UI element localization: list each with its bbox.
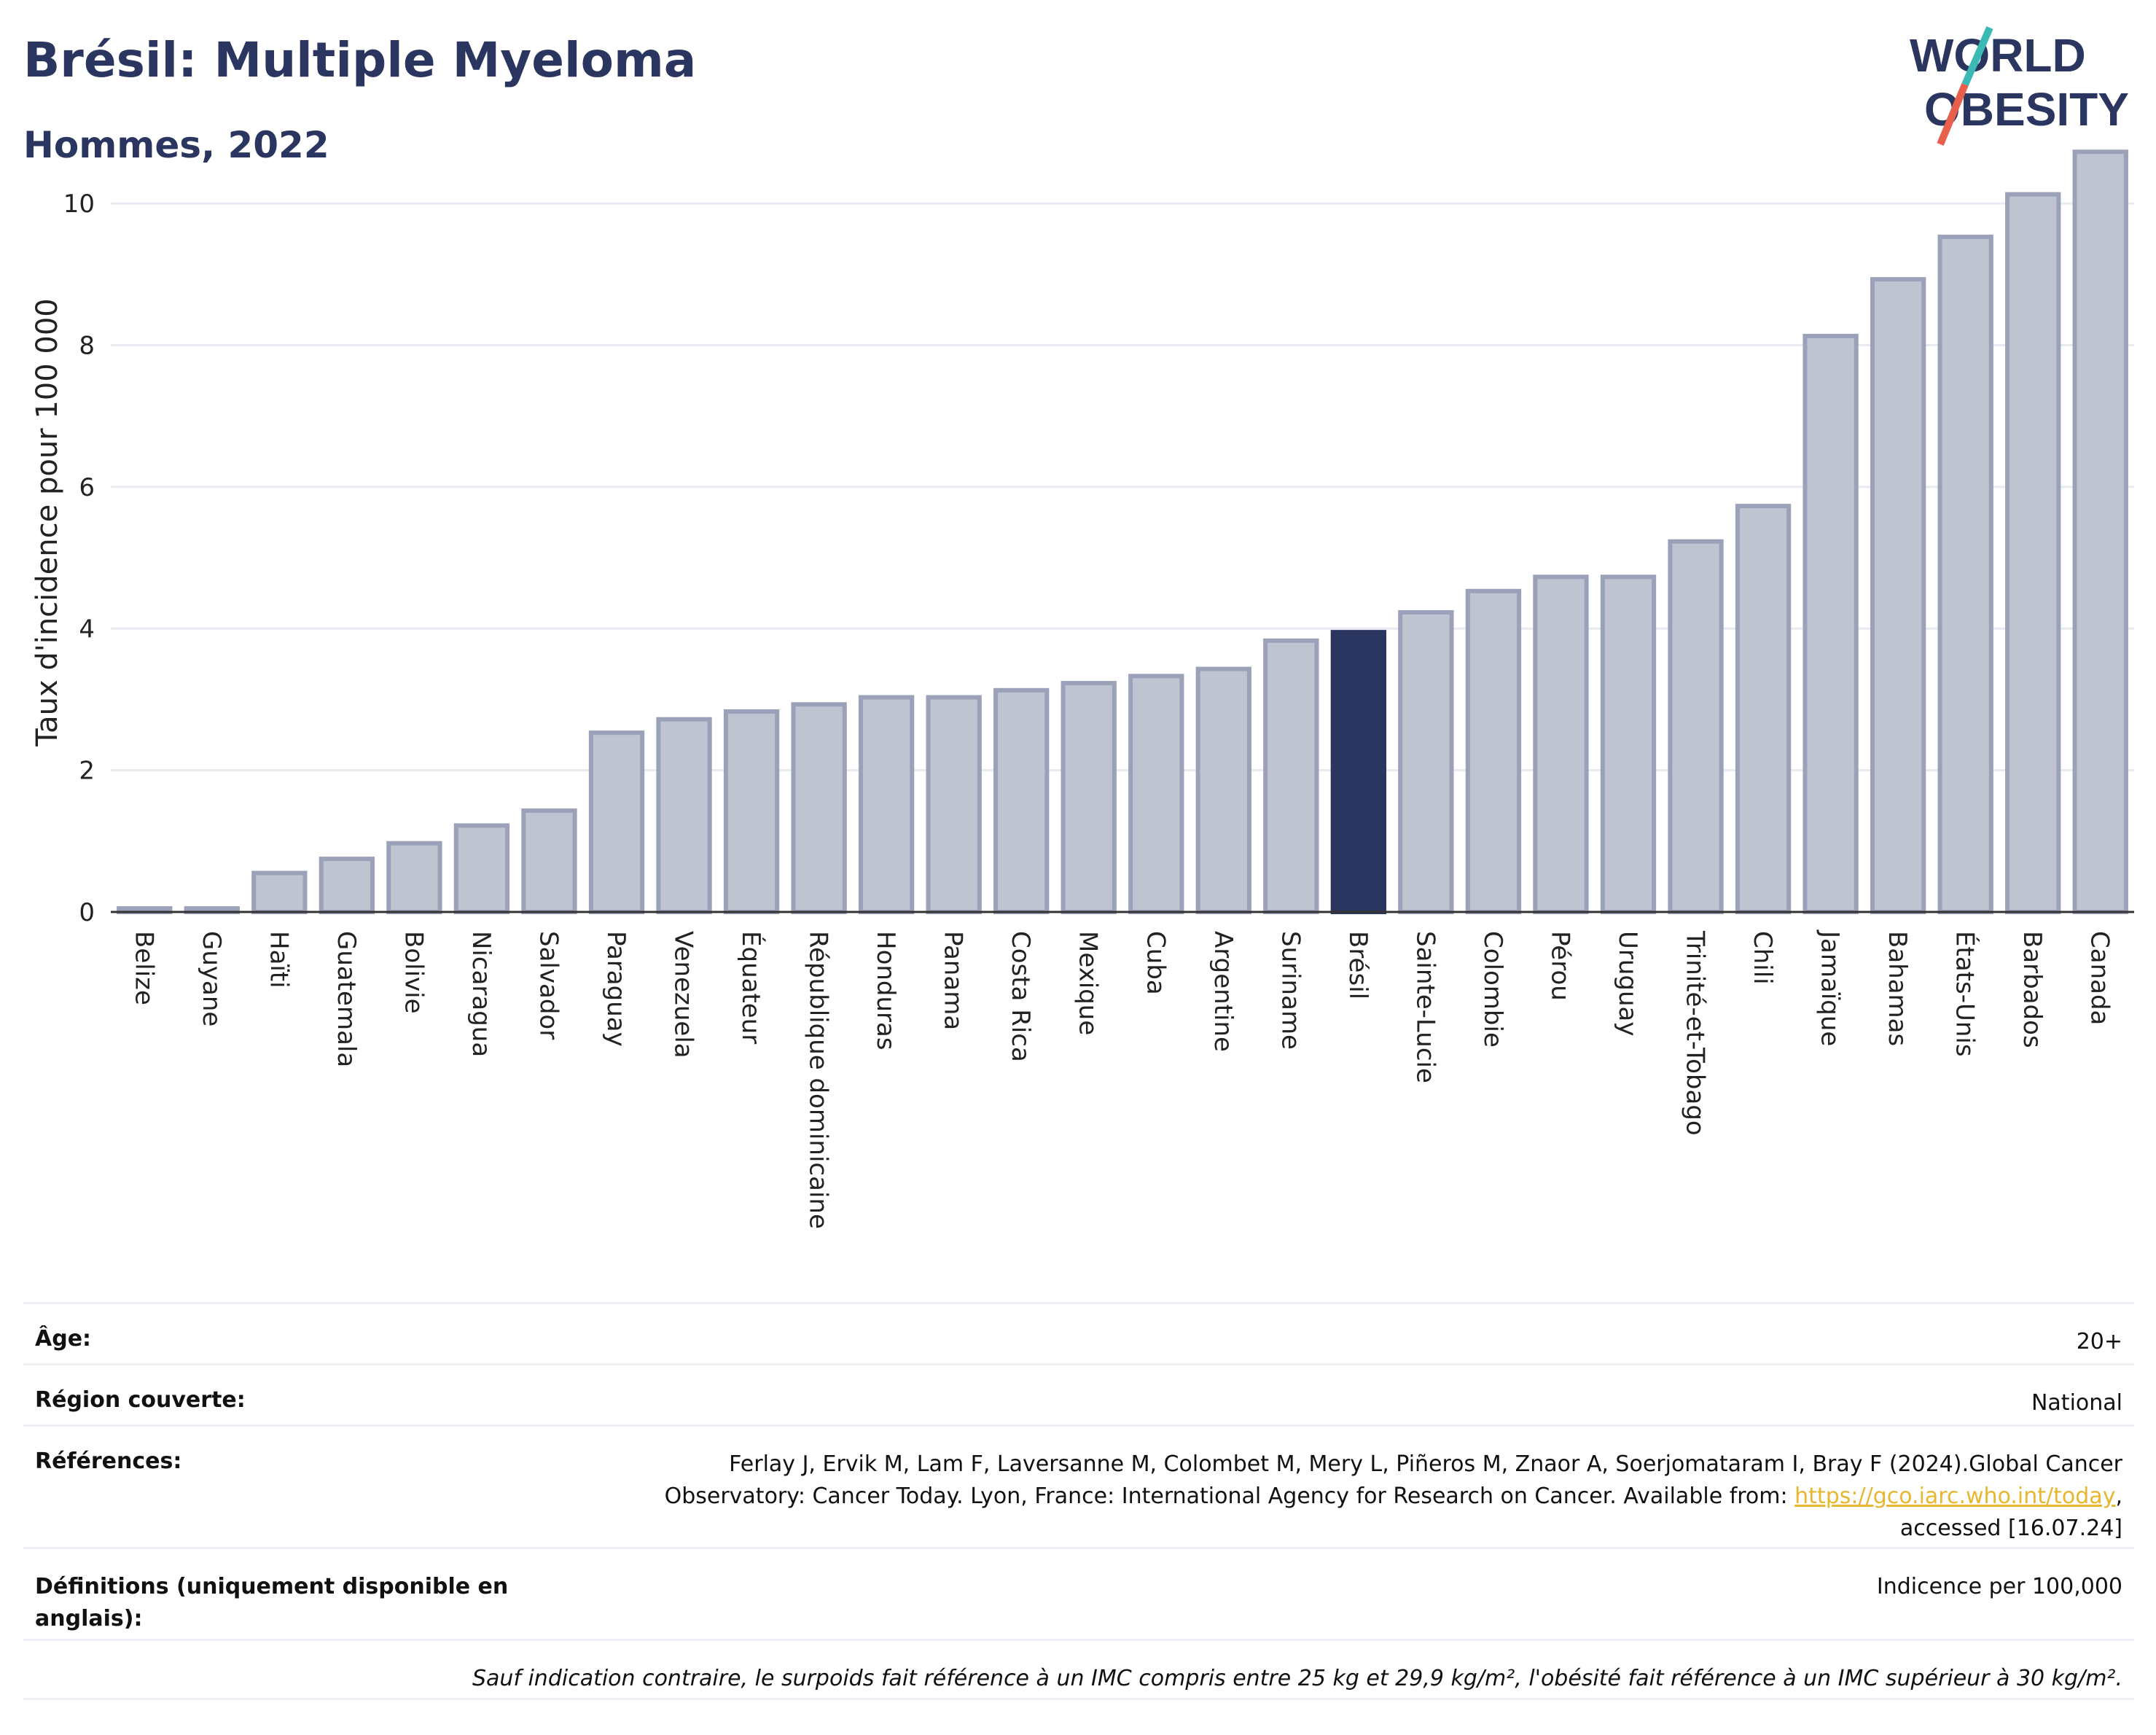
x-tick-label: Nicaragua: [466, 931, 496, 1057]
bar: [1195, 666, 1251, 915]
x-tick-label: Colombie: [1478, 931, 1507, 1048]
info-table: Âge: 20+ Région couverte: National Référ…: [23, 1302, 2134, 1700]
x-tick-label: Bahamas: [1883, 931, 1912, 1046]
bar: [993, 687, 1050, 914]
y-tick-label: 8: [79, 332, 95, 361]
x-tick-label: Cuba: [1141, 931, 1170, 995]
references-text-line2: Observatory: Cancer Today. Lyon, France:…: [664, 1483, 1795, 1509]
page-subtitle: Hommes, 2022: [23, 124, 329, 166]
region-label: Région couverte:: [35, 1387, 246, 1413]
x-tick-label: Argentine: [1208, 931, 1238, 1052]
x-tick-label: Trinité-et-Tobago: [1681, 930, 1710, 1136]
bar: [1600, 574, 1657, 915]
x-tick-label: Costa Rica: [1006, 931, 1035, 1062]
x-tick-label: Sainte-Lucie: [1410, 931, 1440, 1083]
x-tick-label: Guatemala: [332, 931, 361, 1067]
x-tick-label: Brésil: [1343, 931, 1372, 999]
x-tick-label: République dominicaine: [804, 931, 833, 1229]
bar: [453, 823, 510, 915]
bar: [723, 709, 780, 914]
info-row-note: Sauf indication contraire, le surpoids f…: [23, 1639, 2134, 1700]
age-value: 20+: [2076, 1329, 2122, 1354]
region-value: National: [2031, 1390, 2122, 1416]
references-link[interactable]: https://gco.iarc.who.int/today: [1794, 1483, 2116, 1509]
info-row-definitions: Définitions (uniquement disponible en an…: [23, 1547, 2134, 1639]
definitions-label: Définitions (uniquement disponible en an…: [35, 1574, 509, 1631]
bar: [1870, 277, 1926, 914]
bar: [1061, 681, 1117, 914]
logo-slash-teal: [1961, 26, 1993, 86]
x-tick-label: Pérou: [1545, 931, 1574, 1001]
page-title: Brésil: Multiple Myeloma: [23, 32, 697, 88]
x-tick-label: Équateur: [736, 931, 766, 1044]
y-tick-label: 6: [79, 473, 95, 502]
bar: [1735, 504, 1792, 914]
x-tick-label: États-Unis: [1950, 931, 1980, 1057]
bar: [1128, 674, 1184, 914]
bar: [1533, 574, 1589, 915]
bar: [1398, 609, 1454, 914]
bar: [1263, 638, 1319, 914]
x-tick-label: Barbados: [2018, 931, 2047, 1048]
bar: [1937, 234, 1993, 914]
bar: [656, 717, 712, 914]
logo-slash-red: [1937, 83, 1969, 146]
world-obesity-logo: WORLD OBESITY: [1910, 26, 2129, 146]
references-text-line3: accessed [16.07.24]: [1899, 1516, 2122, 1541]
y-tick-label: 2: [79, 757, 95, 786]
definitions-value: Indicence per 100,000: [1876, 1574, 2122, 1599]
bar: [386, 841, 442, 915]
x-tick-label: Venezuela: [669, 931, 698, 1058]
x-tick-label: Paraguay: [601, 931, 630, 1047]
x-tick-label: Chili: [1748, 931, 1777, 985]
references-text-line1: Ferlay J, Ervik M, Lam F, Laversanne M, …: [729, 1451, 2122, 1477]
x-tick-label: Bolivie: [399, 931, 428, 1014]
x-tick-label: Belize: [129, 931, 158, 1005]
references-value: Ferlay J, Ervik M, Lam F, Laversanne M, …: [665, 1449, 2122, 1545]
x-tick-label: Salvador: [534, 931, 563, 1040]
bar: [2072, 149, 2128, 914]
x-tick-label: Panama: [939, 931, 968, 1030]
bar-highlight: [1330, 630, 1387, 915]
references-comma: ,: [2115, 1483, 2122, 1509]
bar: [926, 695, 982, 914]
logo-text-world: WORLD: [1910, 29, 2086, 82]
x-tick-label: Jamaïque: [1816, 929, 1845, 1046]
x-tick-label: Guyane: [197, 931, 226, 1026]
age-label: Âge:: [35, 1326, 92, 1352]
y-axis-label: Taux d'incidence pour 100 000: [31, 298, 64, 746]
bar: [521, 808, 577, 915]
x-tick-label: Haïti: [264, 931, 293, 989]
bar: [1802, 333, 1859, 914]
bar: [1465, 588, 1522, 914]
x-tick-label: Uruguay: [1613, 931, 1642, 1037]
y-tick-label: 0: [79, 898, 95, 927]
info-row-references: Références: Ferlay J, Ervik M, Lam F, La…: [23, 1424, 2134, 1547]
footnote: Sauf indication contraire, le surpoids f…: [472, 1666, 2122, 1691]
y-tick-label: 4: [79, 615, 95, 644]
bar: [791, 702, 847, 914]
references-label: Références:: [35, 1449, 182, 1474]
x-tick-label: Suriname: [1276, 931, 1305, 1050]
y-tick-label: 10: [63, 190, 95, 219]
info-row-age: Âge: 20+: [23, 1302, 2134, 1363]
bar-chart: 0 2 4 6 8 10 Taux d'incidence pour 100 000 Beli…: [31, 149, 2134, 1229]
bar: [858, 695, 915, 914]
x-tick-label: Honduras: [871, 931, 900, 1050]
x-tick-label: Mexique: [1074, 931, 1103, 1035]
bar: [319, 857, 375, 915]
bar: [588, 730, 645, 914]
bar: [2005, 192, 2061, 915]
bar: [251, 870, 308, 915]
bar: [1668, 539, 1724, 914]
x-tick-label: Canada: [2085, 931, 2114, 1025]
info-row-region: Région couverte: National: [23, 1363, 2134, 1424]
